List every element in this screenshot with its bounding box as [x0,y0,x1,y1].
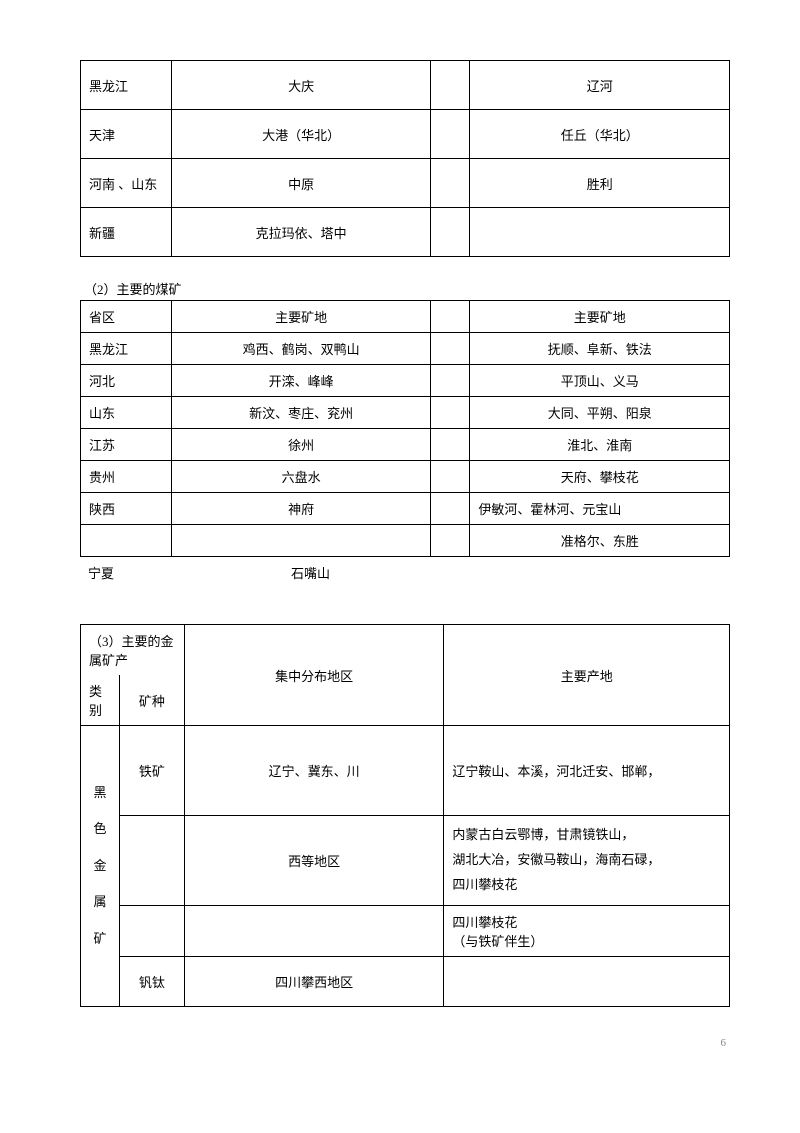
cell: 江苏 [81,429,172,461]
cell: 省区 [81,301,172,333]
cell [119,906,184,957]
cell: 石嘴山 [171,557,730,588]
cell: 鸡西、鹤岗、双鸭山 [171,333,431,365]
table-row: 黑龙江鸡西、鹤岗、双鸭山 抚顺、阜新、铁法 [81,333,730,365]
cell: 主要矿地 [470,301,730,333]
table-row: 新疆 克拉玛依、塔中 [81,208,730,257]
cell: 辽河 [470,61,730,110]
cell: 六盘水 [171,461,431,493]
table-header: （3）主要的金属矿产 集中分布地区 主要产地 [81,625,730,676]
cell: 新汶、枣庄、兖州 [171,397,431,429]
cell: 伊敏河、霍林河、元宝山 [470,493,730,525]
cell: 钒钛 [119,957,184,1007]
table-row: 西等地区 内蒙古白云鄂博，甘肃镜铁山， 湖北大冶，安徽马鞍山，海南石碌， 四川攀… [81,816,730,906]
page-number: 6 [80,1037,730,1049]
cell: 任丘（华北） [470,110,730,159]
table-oilfields: 黑龙江 大庆 辽河 天津 大港（华北） 任丘（华北） 河南 、山东 中原 胜利 … [80,60,730,257]
cell: 宁夏 [80,557,171,588]
cell [444,957,730,1007]
cell [171,525,431,557]
cell: 神府 [171,493,431,525]
cell: 西等地区 [184,816,444,906]
cell [119,816,184,906]
table-row: 准格尔、东胜 [81,525,730,557]
cell: 抚顺、阜新、铁法 [470,333,730,365]
section2-caption: （2）主要的煤矿 [80,275,730,300]
cell [81,525,172,557]
cell [431,61,470,110]
cell: 四川攀枝花 （与铁矿伴生） [444,906,730,957]
cell [431,525,470,557]
table-row: 贵州六盘水 天府、攀枝花 [81,461,730,493]
cell: 淮北、淮南 [470,429,730,461]
cell: 大港（华北） [171,110,431,159]
table-row: 河南 、山东 中原 胜利 [81,159,730,208]
table-row: 江苏徐州 淮北、淮南 [81,429,730,461]
cell [184,906,444,957]
table-row: 陕西神府 伊敏河、霍林河、元宝山 [81,493,730,525]
table-row: 四川攀枝花 （与铁矿伴生） [81,906,730,957]
cell: 辽宁、冀东、川 [184,726,444,816]
cell: 黑龙江 [81,333,172,365]
table-metal-minerals: （3）主要的金属矿产 集中分布地区 主要产地 类别 矿种 黑色金属矿 铁矿 辽宁… [80,624,730,1007]
cell: 矿种 [119,675,184,726]
cell: 四川攀西地区 [184,957,444,1007]
cell: 新疆 [81,208,172,257]
cell: 山东 [81,397,172,429]
cell: 内蒙古白云鄂博，甘肃镜铁山， 湖北大冶，安徽马鞍山，海南石碌， 四川攀枝花 [444,816,730,906]
cell [431,365,470,397]
table-coalmines: 省区 主要矿地 主要矿地 黑龙江鸡西、鹤岗、双鸭山 抚顺、阜新、铁法 河北开滦、峰… [80,300,730,557]
cell [470,208,730,257]
cell: 主要产地 [444,625,730,726]
cell: 陕西 [81,493,172,525]
cell: 集中分布地区 [184,625,444,726]
cell-group: 黑色金属矿 [81,726,120,1007]
cell: 河北 [81,365,172,397]
cell [431,159,470,208]
table-row: 宁夏 石嘴山 [80,557,730,588]
table-row: 天津 大港（华北） 任丘（华北） [81,110,730,159]
table-header: 省区 主要矿地 主要矿地 [81,301,730,333]
table-row: 黑龙江 大庆 辽河 [81,61,730,110]
table-row: 钒钛 四川攀西地区 [81,957,730,1007]
cell: 平顶山、义马 [470,365,730,397]
cell [431,493,470,525]
section3-caption: （3）主要的金属矿产 [81,625,185,676]
cell: 中原 [171,159,431,208]
cell: 贵州 [81,461,172,493]
table-row: 山东新汶、枣庄、兖州 大同、平朔、阳泉 [81,397,730,429]
cell: 克拉玛依、塔中 [171,208,431,257]
cell [431,110,470,159]
cell [431,333,470,365]
cell: 天府、攀枝花 [470,461,730,493]
cell: 徐州 [171,429,431,461]
cell: 准格尔、东胜 [470,525,730,557]
cell: 辽宁鞍山、本溪，河北迁安、邯郸， [444,726,730,816]
cell [431,429,470,461]
cell [431,397,470,429]
table-coalmines-footer: 宁夏 石嘴山 [80,557,730,588]
table-row: 河北开滦、峰峰 平顶山、义马 [81,365,730,397]
cell: 胜利 [470,159,730,208]
cell: 主要矿地 [171,301,431,333]
cell: 大同、平朔、阳泉 [470,397,730,429]
cell: 天津 [81,110,172,159]
cell [431,461,470,493]
cell: 开滦、峰峰 [171,365,431,397]
cell: 类别 [81,675,120,726]
cell: 河南 、山东 [81,159,172,208]
cell [431,301,470,333]
table-row: 黑色金属矿 铁矿 辽宁、冀东、川 辽宁鞍山、本溪，河北迁安、邯郸， [81,726,730,816]
cell: 铁矿 [119,726,184,816]
cell: 黑龙江 [81,61,172,110]
cell: 大庆 [171,61,431,110]
cell [431,208,470,257]
